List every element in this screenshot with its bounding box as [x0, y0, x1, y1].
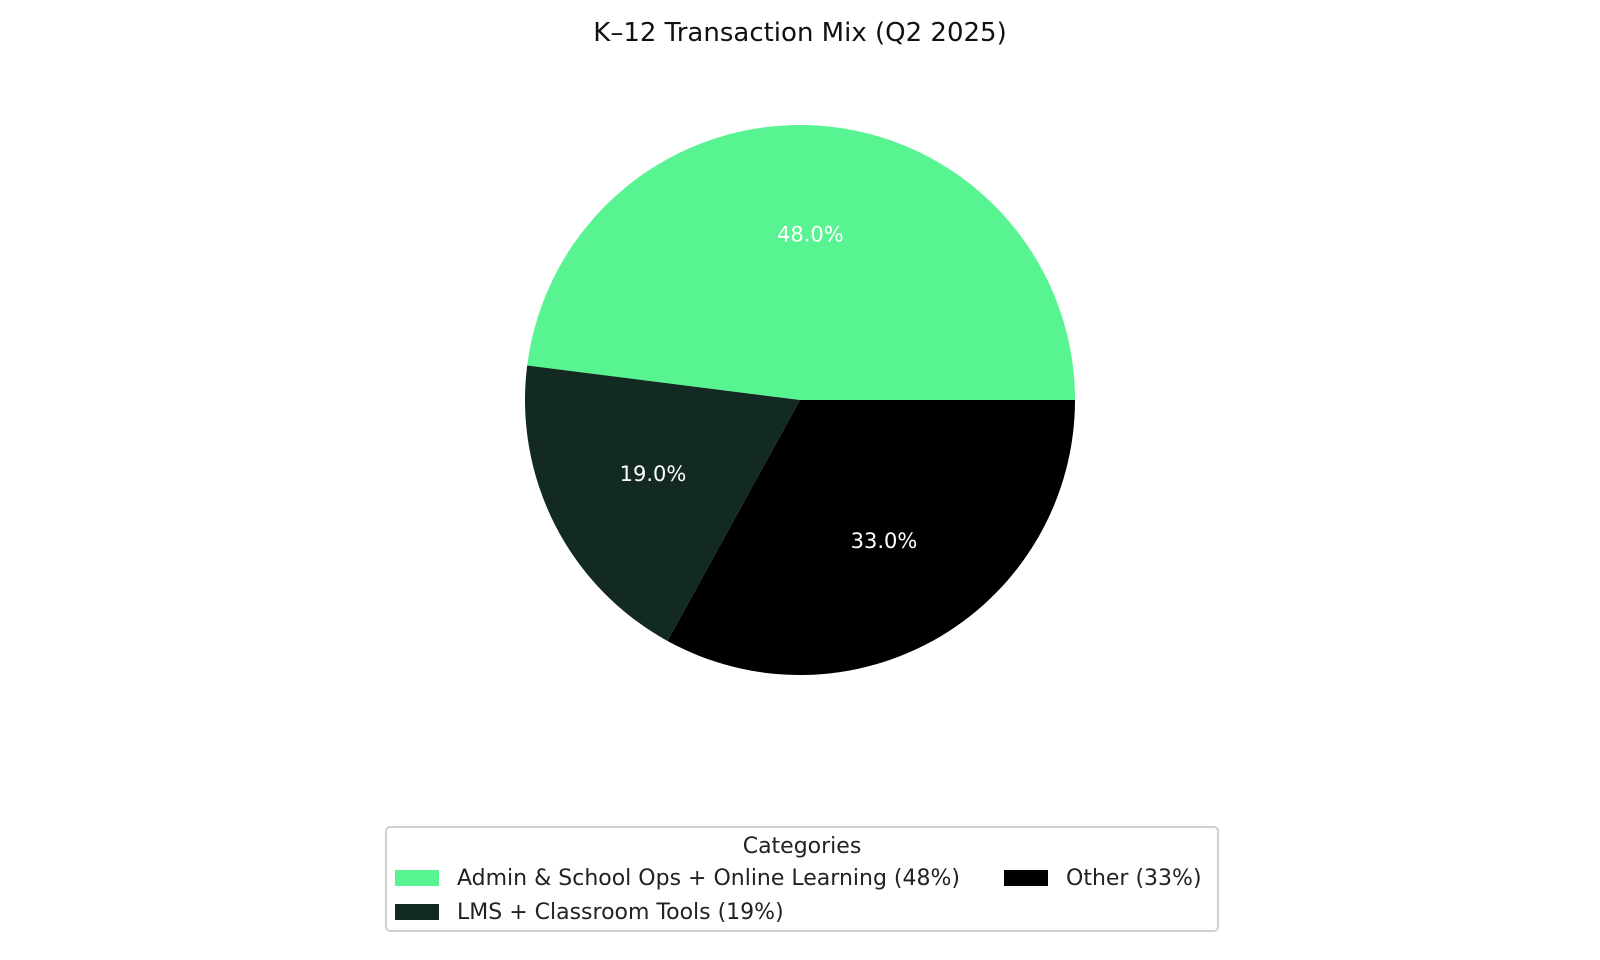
pie-labels: 48.0% 19.0% 33.0% [620, 222, 918, 553]
pie-slices [525, 124, 1075, 675]
chart-title: K–12 Transaction Mix (Q2 2025) [593, 18, 1007, 48]
legend-swatch [395, 904, 439, 920]
pie-slice-lms-classroom-tools-19 [525, 365, 800, 641]
legend-title: Categories [742, 834, 862, 859]
legend-item-other: Other (33%) [1004, 864, 1202, 892]
legend-label: Other (33%) [1066, 865, 1202, 891]
legend-item-admin-school-ops: Admin & School Ops + Online Learning (48… [395, 864, 960, 892]
legend-label: LMS + Classroom Tools (19%) [457, 899, 784, 925]
legend: Categories Admin & School Ops + Online L… [385, 826, 1219, 932]
pie-slice-label: 33.0% [851, 529, 918, 553]
pie-slice-admin-school-ops-online-learning-48 [527, 124, 1075, 400]
legend-swatch [1004, 870, 1048, 886]
pie-slice-other-33 [667, 400, 1075, 675]
pie-slice-label: 19.0% [620, 462, 687, 486]
legend-swatch [395, 870, 439, 886]
legend-label: Admin & School Ops + Online Learning (48… [457, 865, 960, 891]
pie-slice-label: 48.0% [777, 222, 844, 246]
legend-item-lms-classroom-tools: LMS + Classroom Tools (19%) [395, 898, 784, 926]
